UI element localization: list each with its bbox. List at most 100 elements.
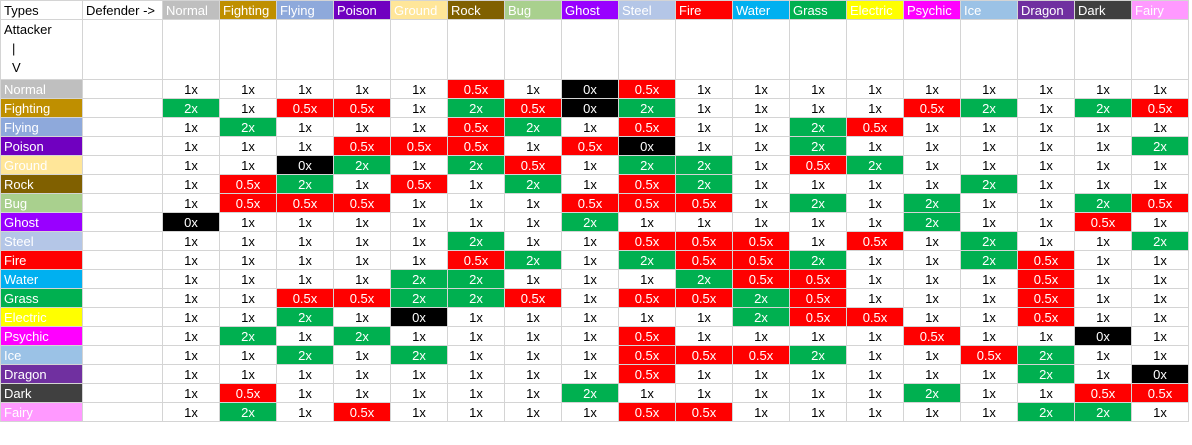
defender-type: Fire bbox=[675, 0, 733, 20]
effectiveness-cell: 1x bbox=[789, 383, 847, 403]
effectiveness-cell: 1x bbox=[390, 250, 448, 270]
empty-cell bbox=[82, 155, 163, 175]
effectiveness-cell: 2x bbox=[618, 250, 676, 270]
effectiveness-cell: 1x bbox=[162, 136, 220, 156]
effectiveness-cell: 1x bbox=[276, 136, 334, 156]
defender-type: Ghost bbox=[561, 0, 619, 20]
effectiveness-cell: 1x bbox=[447, 174, 505, 194]
effectiveness-cell: 2x bbox=[1017, 345, 1075, 365]
effectiveness-cell: 1x bbox=[561, 345, 619, 365]
effectiveness-cell: 1x bbox=[789, 79, 847, 99]
effectiveness-cell: 0.5x bbox=[618, 345, 676, 365]
effectiveness-cell: 1x bbox=[1131, 117, 1189, 137]
effectiveness-cell: 2x bbox=[675, 155, 733, 175]
effectiveness-cell: 1x bbox=[903, 117, 961, 137]
effectiveness-cell: 1x bbox=[960, 212, 1018, 232]
effectiveness-cell: 1x bbox=[504, 193, 562, 213]
effectiveness-cell: 0x bbox=[390, 307, 448, 327]
effectiveness-cell: 0x bbox=[276, 155, 334, 175]
effectiveness-cell: 1x bbox=[504, 136, 562, 156]
effectiveness-cell: 1x bbox=[333, 345, 391, 365]
empty-cell bbox=[82, 19, 163, 80]
effectiveness-cell: 1x bbox=[390, 231, 448, 251]
effectiveness-cell: 2x bbox=[732, 307, 790, 327]
effectiveness-cell: 1x bbox=[276, 269, 334, 289]
effectiveness-cell: 1x bbox=[219, 79, 277, 99]
effectiveness-cell: 1x bbox=[504, 79, 562, 99]
effectiveness-cell: 2x bbox=[903, 212, 961, 232]
attacker-line: Attacker bbox=[4, 22, 52, 37]
defender-type: Dragon bbox=[1017, 0, 1075, 20]
effectiveness-cell: 0.5x bbox=[1017, 288, 1075, 308]
effectiveness-cell: 1x bbox=[390, 212, 448, 232]
effectiveness-cell: 1x bbox=[1131, 345, 1189, 365]
attacker-type: Dragon bbox=[0, 364, 83, 384]
effectiveness-cell: 2x bbox=[504, 174, 562, 194]
attacker-row: Water 1x 1x 1x 1x 2x 2x 1x 1x 1x 2x 0.5x 0.5x 1x 1x 1x 0… bbox=[0, 269, 1189, 289]
effectiveness-cell: 0.5x bbox=[618, 117, 676, 137]
effectiveness-cell: 1x bbox=[846, 402, 904, 422]
effectiveness-cell: 2x bbox=[960, 231, 1018, 251]
effectiveness-cell: 1x bbox=[333, 269, 391, 289]
effectiveness-cell: 1x bbox=[504, 364, 562, 384]
effectiveness-cell: 1x bbox=[1131, 269, 1189, 289]
effectiveness-cell: 1x bbox=[1017, 326, 1075, 346]
attacker-row: Fairy 1x 2x 1x 0.5x 1x 1x 1x 1x 0.5x 0.5x 1x 1x 1x 1x 1… bbox=[0, 402, 1189, 422]
effectiveness-cell: 1x bbox=[675, 117, 733, 137]
effectiveness-cell: 1x bbox=[333, 231, 391, 251]
defender-type: Fighting bbox=[219, 0, 277, 20]
effectiveness-cell: 1x bbox=[1131, 326, 1189, 346]
effectiveness-cell: 1x bbox=[390, 326, 448, 346]
effectiveness-cell: 2x bbox=[390, 288, 448, 308]
effectiveness-cell: 1x bbox=[333, 250, 391, 270]
effectiveness-cell: 0.5x bbox=[333, 98, 391, 118]
attacker-row: Steel 1x 1x 1x 1x 1x 2x 1x 1x 0.5x 0.5x 0.5x 1x 0.5x 1… bbox=[0, 231, 1189, 251]
empty-cell bbox=[82, 326, 163, 346]
empty-cell bbox=[82, 383, 163, 403]
effectiveness-cell: 1x bbox=[846, 364, 904, 384]
empty-cell bbox=[1017, 19, 1075, 80]
effectiveness-cell: 2x bbox=[732, 288, 790, 308]
attacker-type: Rock bbox=[0, 174, 83, 194]
effectiveness-cell: 1x bbox=[276, 212, 334, 232]
effectiveness-cell: 0.5x bbox=[504, 288, 562, 308]
effectiveness-cell: 2x bbox=[333, 155, 391, 175]
effectiveness-cell: 1x bbox=[960, 364, 1018, 384]
effectiveness-cell: 2x bbox=[390, 269, 448, 289]
effectiveness-cell: 1x bbox=[1074, 174, 1132, 194]
effectiveness-cell: 1x bbox=[960, 155, 1018, 175]
effectiveness-cell: 1x bbox=[561, 307, 619, 327]
effectiveness-cell: 1x bbox=[903, 231, 961, 251]
header-row: Types Defender -> Normal Fighting Flying Pois… bbox=[0, 0, 1189, 20]
effectiveness-cell: 0x bbox=[618, 136, 676, 156]
effectiveness-cell: 2x bbox=[333, 326, 391, 346]
effectiveness-cell: 0.5x bbox=[789, 269, 847, 289]
attacker-row: Flying 1x 2x 1x 1x 1x 0.5x 2x 1x 0.5x 1x 1x 2x 0.5x 1x… bbox=[0, 117, 1189, 137]
effectiveness-cell: 1x bbox=[903, 174, 961, 194]
defender-type: Psychic bbox=[903, 0, 961, 20]
attacker-row: Dragon 1x 1x 1x 1x 1x 1x 1x 1x 0.5x 1x 1x 1x 1x 1x 1x 2x… bbox=[0, 364, 1189, 384]
defender-type: Dark bbox=[1074, 0, 1132, 20]
effectiveness-cell: 1x bbox=[162, 288, 220, 308]
empty-cell bbox=[82, 231, 163, 251]
effectiveness-cell: 1x bbox=[675, 212, 733, 232]
empty-cell bbox=[903, 19, 961, 80]
effectiveness-cell: 1x bbox=[903, 250, 961, 270]
effectiveness-cell: 1x bbox=[447, 383, 505, 403]
effectiveness-cell: 1x bbox=[960, 193, 1018, 213]
effectiveness-cell: 0.5x bbox=[732, 269, 790, 289]
effectiveness-cell: 1x bbox=[846, 288, 904, 308]
effectiveness-cell: 1x bbox=[162, 193, 220, 213]
empty-cell bbox=[333, 19, 391, 80]
effectiveness-cell: 1x bbox=[675, 98, 733, 118]
effectiveness-cell: 0.5x bbox=[333, 136, 391, 156]
attacker-type: Water bbox=[0, 269, 83, 289]
effectiveness-cell: 1x bbox=[732, 364, 790, 384]
empty-cell bbox=[1131, 19, 1189, 80]
effectiveness-cell: 1x bbox=[1074, 155, 1132, 175]
effectiveness-cell: 1x bbox=[1017, 383, 1075, 403]
effectiveness-cell: 2x bbox=[504, 117, 562, 137]
effectiveness-cell: 1x bbox=[561, 402, 619, 422]
attacker-type: Bug bbox=[0, 193, 83, 213]
empty-cell bbox=[1074, 19, 1132, 80]
